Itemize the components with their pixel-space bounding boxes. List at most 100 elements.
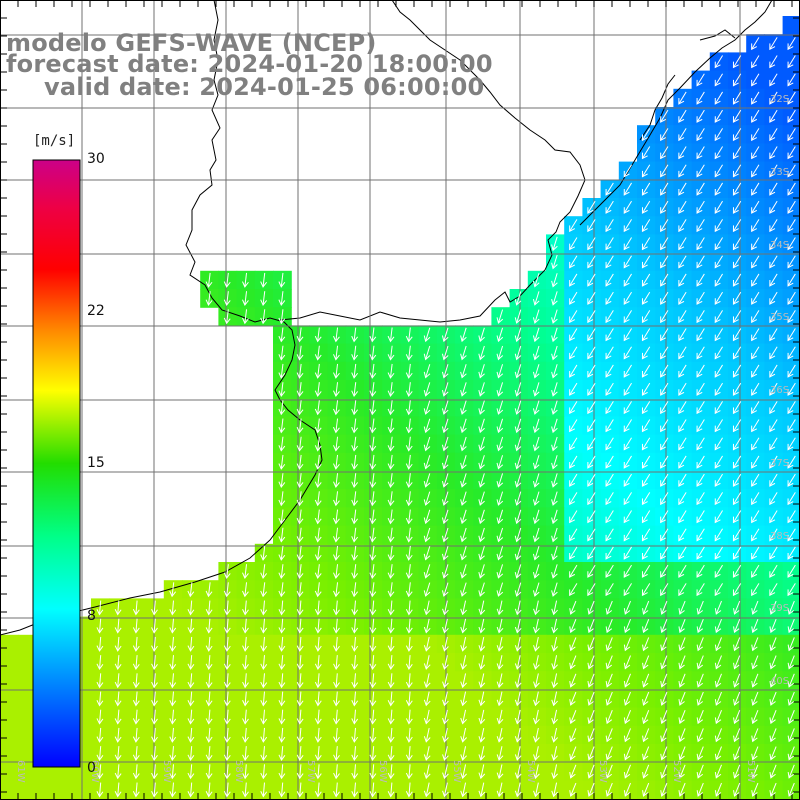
wind-arrow xyxy=(769,109,778,123)
wind-arrow xyxy=(496,764,504,780)
wind-arrow xyxy=(787,764,795,779)
wind-arrow xyxy=(460,782,467,798)
wind-arrow xyxy=(423,600,431,616)
wind-arrow xyxy=(696,182,705,196)
wind-arrow xyxy=(314,527,322,543)
wind-arrow xyxy=(569,273,578,287)
wind-arrow xyxy=(478,564,485,579)
wind-arrow xyxy=(642,655,650,670)
wind-arrow xyxy=(733,764,741,779)
wind-arrow xyxy=(569,710,577,725)
wind-arrow xyxy=(369,418,377,434)
wind-arrow xyxy=(623,455,632,469)
wind-arrow xyxy=(605,710,613,725)
wind-arrow xyxy=(787,273,796,287)
wind-arrow xyxy=(514,691,522,707)
wind-arrow xyxy=(551,636,558,652)
wind-arrow xyxy=(623,492,632,506)
wind-arrow xyxy=(151,600,158,616)
wind-arrow xyxy=(387,363,395,379)
wind-speed-cell xyxy=(18,671,37,690)
wind-arrow xyxy=(223,618,231,634)
wind-arrow xyxy=(678,564,687,578)
wind-arrow xyxy=(296,327,304,343)
wind-arrow xyxy=(441,527,449,543)
wind-arrow xyxy=(605,455,614,469)
wind-arrow xyxy=(787,200,796,214)
wind-arrow xyxy=(660,182,669,196)
wind-arrow xyxy=(205,764,213,780)
wind-arrow xyxy=(405,436,413,452)
wind-arrow xyxy=(660,782,668,797)
wind-arrow xyxy=(278,673,286,689)
wind-arrow xyxy=(260,291,268,307)
wind-arrow xyxy=(751,510,760,524)
wind-arrow xyxy=(787,109,796,123)
wind-arrow xyxy=(733,782,741,797)
wind-arrow xyxy=(623,473,632,487)
wind-arrow xyxy=(423,491,431,506)
wind-arrow xyxy=(714,182,723,196)
wind-arrow xyxy=(533,655,540,670)
wind-arrow xyxy=(587,583,596,597)
wind-arrow xyxy=(151,764,158,780)
wind-arrow xyxy=(205,709,213,725)
wind-arrow xyxy=(678,528,687,542)
wind-arrow xyxy=(387,636,395,652)
wind-arrow xyxy=(660,564,669,578)
wind-arrow xyxy=(460,746,467,761)
wind-arrow xyxy=(387,436,395,452)
wind-arrow xyxy=(660,128,669,142)
wind-arrow xyxy=(696,710,704,725)
wind-arrow xyxy=(587,455,596,469)
wind-arrow xyxy=(460,636,467,652)
wind-arrow xyxy=(623,382,632,396)
wind-arrow xyxy=(441,382,449,397)
wind-arrow xyxy=(714,109,723,123)
wind-arrow xyxy=(478,400,485,415)
wind-arrow xyxy=(623,710,631,725)
wind-arrow xyxy=(605,583,614,597)
wind-arrow xyxy=(605,291,614,305)
wind-arrow xyxy=(423,673,431,689)
wind-arrow xyxy=(514,436,522,452)
wind-arrow xyxy=(605,728,613,743)
wind-arrow xyxy=(551,291,558,306)
wind-arrow xyxy=(623,546,632,560)
wind-arrow xyxy=(714,73,723,87)
wind-arrow xyxy=(769,437,778,451)
wind-arrow xyxy=(733,710,741,725)
wind-arrow xyxy=(114,691,122,707)
wind-arrow xyxy=(423,764,431,780)
wind-arrow xyxy=(96,636,104,652)
wind-arrow xyxy=(387,655,395,671)
wind-arrow xyxy=(551,582,558,597)
wind-arrow xyxy=(678,164,687,178)
wind-arrow xyxy=(478,509,485,525)
wind-arrow xyxy=(660,146,669,160)
longitude-labels: 61W 60W 59W 58W 57W 56W 55W 54W 53W 52W 51W xyxy=(15,760,756,783)
wind-arrow xyxy=(169,746,177,762)
wind-arrow xyxy=(751,655,759,670)
wind-arrow xyxy=(787,219,796,233)
wind-arrow xyxy=(587,255,596,269)
wind-arrow xyxy=(769,782,777,797)
wind-arrow xyxy=(641,564,651,578)
wind-arrow xyxy=(314,746,322,762)
wind-arrow xyxy=(369,345,377,361)
wind-arrow xyxy=(260,691,268,707)
wind-arrow xyxy=(551,600,558,616)
wind-arrow xyxy=(205,782,213,798)
wind-arrow xyxy=(696,455,705,469)
wind-arrow xyxy=(496,364,504,379)
wind-arrow xyxy=(732,128,742,142)
wind-arrow xyxy=(641,346,651,360)
wind-arrow xyxy=(714,419,723,433)
wind-arrow xyxy=(369,436,377,452)
wind-arrow xyxy=(623,255,632,269)
wind-arrow xyxy=(187,582,195,598)
wind-arrow xyxy=(369,545,377,561)
wind-arrow xyxy=(314,545,322,561)
wind-arrow xyxy=(405,400,413,416)
